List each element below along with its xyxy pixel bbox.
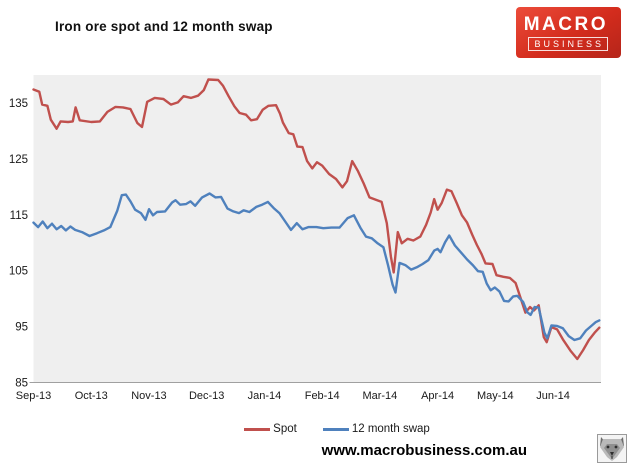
x-tick-label: Mar-14 xyxy=(362,390,397,402)
y-tick-label: 135 xyxy=(9,98,28,110)
x-tick-label: Oct-13 xyxy=(75,390,108,402)
logo-text-macro: MACRO xyxy=(523,13,608,35)
x-tick-label: Jun-14 xyxy=(536,390,570,402)
12-month-swap-line xyxy=(32,192,601,342)
x-tick-label: Dec-13 xyxy=(189,390,224,402)
spot-line xyxy=(32,78,601,361)
page-title: Iron ore spot and 12 month swap xyxy=(55,19,273,34)
legend-label-spot: Spot xyxy=(273,423,297,435)
logo-text-business: BUSINESS xyxy=(528,36,608,51)
x-tick-label: Jan-14 xyxy=(248,390,282,402)
legend-label-swap: 12 month swap xyxy=(351,423,430,435)
y-tick-label: 95 xyxy=(15,322,28,334)
macrobusiness-logo: MACRO BUSINESS xyxy=(516,7,621,58)
y-tick-label: 85 xyxy=(15,378,28,390)
legend-item-spot: Spot xyxy=(244,423,297,435)
y-tick-label: 125 xyxy=(9,154,28,166)
wolf-logo-icon xyxy=(597,434,627,463)
plot-area xyxy=(33,75,601,383)
y-tick-label: 115 xyxy=(10,210,28,222)
x-tick-label: Sep-13 xyxy=(16,390,51,402)
x-tick-label: May-14 xyxy=(477,390,514,402)
x-tick-label: Feb-14 xyxy=(305,390,340,402)
spot-line-swatch-icon xyxy=(244,427,271,431)
y-tick-label: 105 xyxy=(9,266,28,278)
x-tick-label: Nov-13 xyxy=(131,390,166,402)
swap-line-swatch-icon xyxy=(322,427,349,431)
x-tick-label: Apr-14 xyxy=(421,390,454,402)
legend-item-swap: 12 month swap xyxy=(322,423,430,435)
chart-legend: Spot 12 month swap xyxy=(53,421,621,437)
site-url-link[interactable]: www.macrobusiness.com.au xyxy=(321,442,527,459)
